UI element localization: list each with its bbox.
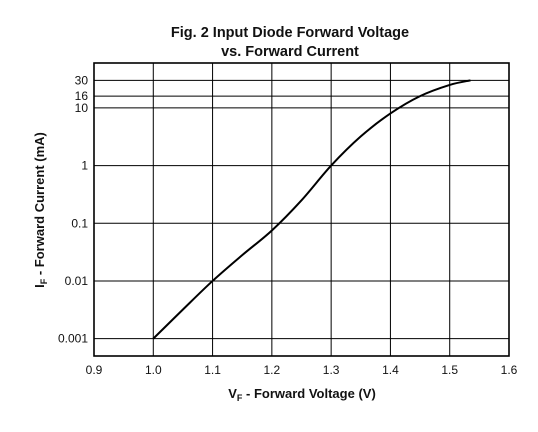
- x-tick-label: 1.4: [382, 363, 399, 377]
- x-tick-label: 1.1: [204, 363, 221, 377]
- y-axis-label-main: I: [32, 284, 47, 288]
- x-tick-label: 1.3: [323, 363, 340, 377]
- x-tick-label: 1.0: [145, 363, 162, 377]
- y-tick-label: 16: [75, 89, 89, 103]
- forward-voltage-curve: [152, 79, 471, 340]
- x-axis-label-subscript: F: [237, 393, 243, 403]
- grid-lines: [94, 63, 509, 356]
- x-tick-label: 1.6: [501, 363, 518, 377]
- y-tick-label: 0.01: [65, 274, 89, 288]
- x-tick-label: 1.2: [264, 363, 281, 377]
- y-tick-label: 10: [75, 101, 89, 115]
- x-tick-label: 1.5: [441, 363, 458, 377]
- y-tick-label: 0.001: [58, 332, 88, 346]
- y-tick-label: 30: [75, 73, 89, 87]
- y-tick-label: 0.1: [71, 216, 88, 230]
- chart-title-line-2: vs. Forward Current: [221, 44, 359, 60]
- y-axis-label: IF - Forward Current (mA): [32, 132, 49, 288]
- plot-frame: [93, 62, 510, 357]
- y-tick-label: 1: [81, 159, 88, 173]
- x-axis-label-main: V: [228, 386, 237, 401]
- x-tick-label: 0.9: [86, 363, 103, 377]
- x-axis-label: VF - Forward Voltage (V): [228, 386, 376, 403]
- x-tick-labels: 0.9 1.0 1.1 1.2 1.3 1.4 1.5 1.6: [86, 363, 518, 377]
- chart-title-line-1: Fig. 2 Input Diode Forward Voltage: [171, 25, 409, 41]
- x-axis-label-rest: - Forward Voltage (V): [242, 386, 375, 401]
- y-axis-label-subscript: F: [39, 278, 49, 284]
- y-axis-label-rest: - Forward Current (mA): [32, 132, 47, 279]
- series-group: [152, 79, 471, 340]
